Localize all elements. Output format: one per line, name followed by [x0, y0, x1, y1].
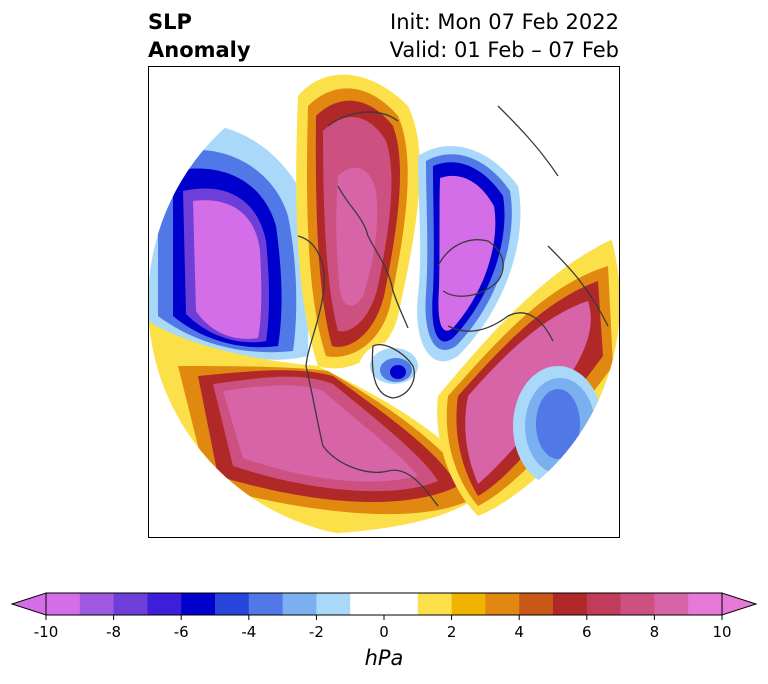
title-field: Anomaly	[148, 38, 251, 62]
colorbar-segment	[248, 593, 284, 615]
colorbar-segment	[417, 593, 453, 615]
colorbar: -10 -8 -6 -4 -2 0 2 4 6 8 10	[10, 592, 758, 641]
map-border	[148, 66, 620, 538]
colorbar-tick-label: 0	[379, 623, 389, 641]
pacific-low	[148, 124, 309, 360]
title-variable: SLP	[148, 10, 192, 34]
colorbar-segment	[384, 593, 419, 615]
title-left: SLP Anomaly	[148, 8, 251, 64]
colorbar-unit-label: hPa	[364, 646, 404, 670]
colorbar-segment	[350, 593, 385, 615]
colorbar-segment	[519, 593, 554, 615]
colorbar-tick-label: -10	[34, 623, 59, 641]
colorbar-tick-label: -8	[106, 623, 121, 641]
colorbar-ticks: -10 -8 -6 -4 -2 0 2 4 6 8 10	[34, 615, 732, 641]
colorbar-min-arrow	[10, 592, 47, 616]
colorbar-segment	[79, 593, 115, 615]
colorbar-segment	[688, 593, 723, 615]
colorbar-segment	[620, 593, 655, 615]
valid-range-label: Valid: 01 Feb – 07 Feb	[389, 38, 619, 62]
colorbar-segment	[654, 593, 689, 615]
colorbar-segment	[113, 593, 148, 615]
map-panel	[148, 66, 620, 538]
colorbar-tick-label: 10	[712, 623, 731, 641]
colorbar-tick-label: 2	[447, 623, 457, 641]
hudson-low	[359, 342, 427, 394]
colorbar-segment	[451, 593, 486, 615]
colorbar-segments	[10, 592, 758, 616]
colorbar-tick-label: 8	[650, 623, 660, 641]
coastlines	[297, 105, 609, 507]
colorbar-segment	[215, 593, 250, 615]
colorbar-segment	[485, 593, 520, 615]
colorbar-segment	[553, 593, 588, 615]
colorbar-segment	[586, 593, 622, 615]
colorbar-tick-label: -4	[241, 623, 256, 641]
slp-anomaly-map	[148, 66, 620, 538]
colorbar-max-arrow	[721, 592, 758, 616]
colorbar-segment	[147, 593, 182, 615]
colorbar-tick-label: -2	[309, 623, 324, 641]
arctic-high	[296, 74, 420, 369]
colorbar-segment	[181, 593, 216, 615]
colorbar-tick-label: 6	[582, 623, 592, 641]
init-date-label: Init: Mon 07 Feb 2022	[390, 10, 619, 34]
anomaly-field	[148, 74, 620, 538]
colorbar-segment	[316, 593, 351, 615]
eurasian-low	[417, 146, 521, 362]
colorbar-segment	[46, 593, 81, 615]
colorbar-segment	[282, 593, 317, 615]
colorbar-tick-label: 4	[514, 623, 524, 641]
title-right: Init: Mon 07 Feb 2022 Valid: 01 Feb – 07…	[390, 8, 619, 64]
colorbar-tick-label: -6	[174, 623, 189, 641]
